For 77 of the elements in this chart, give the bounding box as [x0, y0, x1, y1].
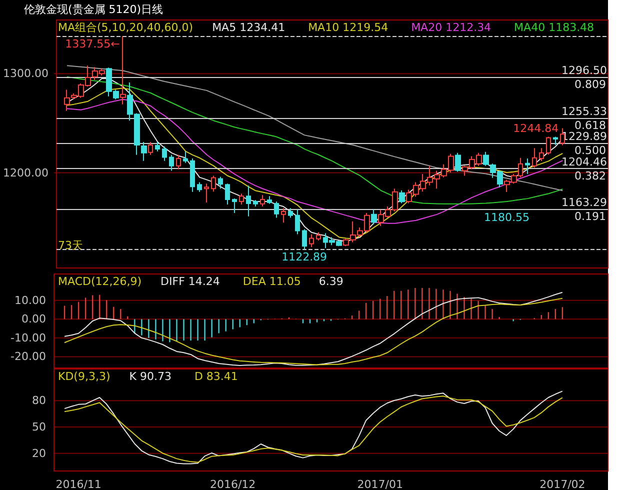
- text: DEA 11.05: [242, 275, 301, 288]
- candlestick: [267, 196, 272, 204]
- candlestick: [455, 152, 461, 172]
- annotation: 0.191: [574, 210, 606, 224]
- legend-title: MA组合(5,10,20,40,60,0): [58, 21, 194, 34]
- candlestick: [162, 146, 167, 162]
- x-tick-label: 2016/12: [210, 478, 256, 490]
- annotation: 1180.55: [484, 211, 530, 224]
- y-tick-label: 1300.00: [2, 67, 48, 80]
- candlestick: [148, 142, 153, 156]
- candlestick: [539, 148, 544, 162]
- candlestick: [281, 208, 286, 224]
- candlestick: [274, 201, 279, 218]
- annotation: 0.500: [574, 144, 606, 158]
- text: D 83.41: [194, 370, 238, 383]
- candlestick: [260, 194, 265, 207]
- line-series: [66, 98, 564, 224]
- x-tick-label: 2016/11: [56, 478, 102, 490]
- annotation: 0.809: [574, 78, 606, 92]
- candlestick: [546, 136, 551, 156]
- candlestick: [288, 208, 293, 218]
- x-tick-label: 2017/01: [357, 478, 403, 490]
- y-tick-label: 20: [32, 446, 46, 460]
- text: MA5 1234.41: [212, 21, 286, 34]
- candlestick: [553, 136, 558, 146]
- candlestick: [295, 208, 300, 235]
- candlestick: [204, 183, 209, 204]
- y-tick-label: 0.00: [22, 312, 46, 326]
- y-tick-label: -10.00: [10, 331, 46, 344]
- y-tick-label: 10.00: [14, 294, 46, 307]
- candlestick: [532, 148, 537, 168]
- legend-title: KD(9,3,3): [58, 370, 110, 383]
- candlestick: [176, 154, 181, 170]
- text: MA20 1212.34: [411, 21, 492, 34]
- candlestick: [253, 200, 258, 207]
- candlestick: [232, 198, 237, 214]
- text: MA10 1219.54: [308, 21, 388, 34]
- candlestick: [309, 234, 314, 248]
- annotation: 1337.55←: [65, 37, 120, 50]
- text: K 90.73: [129, 370, 172, 383]
- legend-title: MACD(12,26,9): [58, 275, 142, 288]
- y-tick-label: 80: [32, 394, 46, 408]
- candlestick: [211, 175, 216, 192]
- line-series: [66, 65, 564, 192]
- candlestick: [302, 228, 307, 250]
- candlestick: [183, 150, 188, 164]
- annotation: 1244.84: [513, 122, 559, 135]
- candlestick: [197, 182, 202, 192]
- ref-line-label: 1163.29: [562, 196, 607, 210]
- line-series: [66, 76, 564, 204]
- ref-line-label: 1204.46: [562, 155, 607, 168]
- annotation: 0.618: [574, 118, 606, 132]
- candlestick: [239, 193, 244, 206]
- candlestick: [371, 208, 377, 225]
- candlestick: [218, 176, 223, 190]
- candlestick: [246, 185, 251, 217]
- ref-line-label: 1255.33: [562, 104, 607, 118]
- y-tick-label: 50: [32, 420, 46, 434]
- candlestick: [525, 158, 530, 175]
- ref-line-label: 1296.50: [562, 64, 607, 78]
- annotation: 1122.89: [282, 250, 328, 264]
- text: DIFF 14.24: [160, 275, 220, 288]
- candlestick: [141, 142, 147, 162]
- x-tick-label: 2017/02: [540, 478, 586, 490]
- candlestick: [399, 190, 405, 204]
- candlestick: [155, 142, 160, 152]
- annotation: 0.382: [574, 169, 606, 182]
- y-tick-label: 1200.00: [2, 166, 48, 180]
- candlestick: [190, 158, 195, 192]
- candlestick: [316, 232, 321, 242]
- text: MA40 1183.48: [514, 21, 594, 34]
- annotation: 6.39: [318, 275, 344, 288]
- chart-title: 伦敦金现(贵金属 5120)日线: [24, 3, 164, 16]
- candlestick: [120, 36, 126, 105]
- candlestick: [225, 183, 230, 206]
- y-tick-label: -20.00: [10, 350, 46, 364]
- candlestick: [169, 154, 174, 172]
